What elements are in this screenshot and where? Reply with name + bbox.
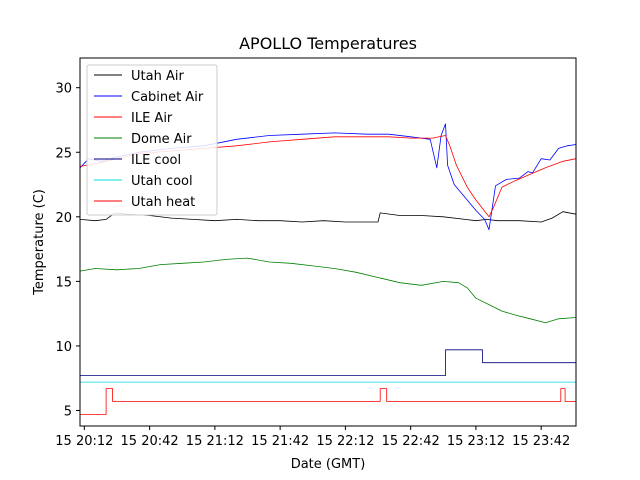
y-tick-label: 5	[64, 405, 72, 420]
x-tick-label: 15 21:42	[251, 434, 309, 449]
legend-label-utah-cool: Utah cool	[131, 174, 193, 189]
series-line-utah-heat	[80, 388, 576, 415]
legend-label-utah-air: Utah Air	[131, 69, 184, 84]
x-tick-label: 15 22:12	[316, 434, 374, 449]
y-tick-label: 25	[55, 146, 72, 161]
y-tick-label: 30	[55, 82, 72, 97]
y-axis-title: Temperature (C)	[32, 189, 47, 296]
x-tick-label: 15 23:12	[447, 434, 505, 449]
x-tick-label: 15 21:12	[186, 434, 244, 449]
legend-label-cabinet-air: Cabinet Air	[131, 90, 204, 105]
series-line-dome-air	[79, 257, 577, 324]
x-tick-label: 15 23:42	[512, 434, 570, 449]
x-axis: 15 20:12 15 20:42 15 21:12 15 21:42 15 22:12…	[55, 426, 570, 449]
y-axis: 5 10 15 20 25 30	[55, 82, 80, 420]
legend-label-dome-air: Dome Air	[131, 132, 192, 147]
x-tick-label: 15 20:42	[121, 434, 179, 449]
legend-label-ile-air: ILE Air	[131, 111, 173, 126]
legend-box	[86, 64, 218, 216]
plot-frame	[79, 57, 577, 427]
y-tick-label: 15	[55, 275, 72, 290]
series-line-ile-cool	[80, 349, 576, 377]
legend-label-ile-cool: ILE cool	[131, 153, 181, 168]
y-tick-label: 20	[55, 211, 72, 226]
y-tick-label: 10	[55, 340, 72, 355]
chart-title: APOLLO Temperatures	[239, 34, 417, 53]
legend: Utah Air Cabinet Air ILE Air Dome Air ILE co…	[86, 64, 218, 216]
x-axis-title: Date (GMT)	[291, 457, 366, 472]
x-tick-label: 15 20:12	[55, 434, 113, 449]
legend-label-utah-heat: Utah heat	[131, 195, 195, 210]
x-tick-label: 15 22:42	[382, 434, 440, 449]
